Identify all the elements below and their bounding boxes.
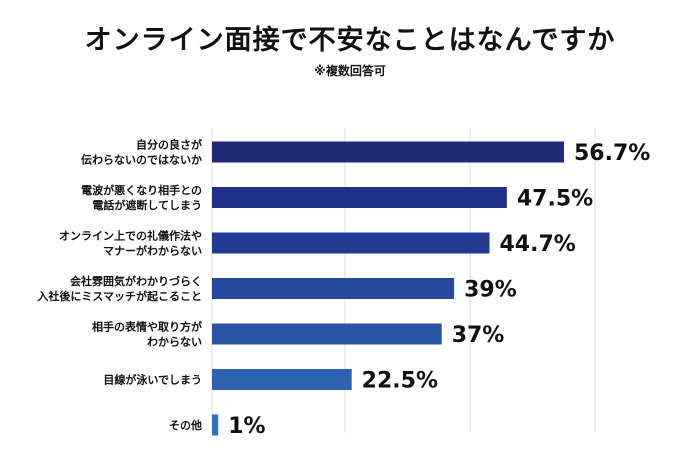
chart-subtitle: ※複数回答可 xyxy=(314,64,386,78)
category-label: 伝わらないのではないか xyxy=(81,153,202,167)
data-label: 22.5% xyxy=(362,369,438,394)
bar xyxy=(212,414,219,436)
category-label: 電話が遮断してしまう xyxy=(92,198,202,212)
category-label: マナーがわからない xyxy=(103,244,202,258)
category-label: 相手の表情や取り方が xyxy=(92,320,202,334)
bar xyxy=(212,187,507,208)
bar xyxy=(212,323,442,345)
category-label: オンライン上での礼儀作法や xyxy=(59,229,202,243)
data-label: 44.7% xyxy=(500,232,576,257)
data-label: 37% xyxy=(452,323,505,348)
category-label: 会社雰囲気がわかりづらく xyxy=(70,274,202,288)
data-label: 56.7% xyxy=(574,141,650,166)
bar xyxy=(212,141,564,163)
bar xyxy=(212,369,352,390)
bar xyxy=(212,232,490,254)
category-label: 目線が泳いでしまう xyxy=(103,373,202,387)
data-label: 47.5% xyxy=(517,187,593,212)
bar xyxy=(212,278,455,299)
category-label: その他 xyxy=(169,418,202,432)
data-label: 39% xyxy=(464,278,517,303)
category-label: 電波が悪くなり相手との xyxy=(81,183,202,197)
category-label: 自分の良さが xyxy=(136,138,202,152)
data-label: 1% xyxy=(228,414,265,439)
category-label: わからない xyxy=(147,336,202,349)
chart-title: オンライン面接で不安なことはなんですか xyxy=(84,25,616,56)
category-label: 入社後にミスマッチが起こること xyxy=(37,289,202,303)
